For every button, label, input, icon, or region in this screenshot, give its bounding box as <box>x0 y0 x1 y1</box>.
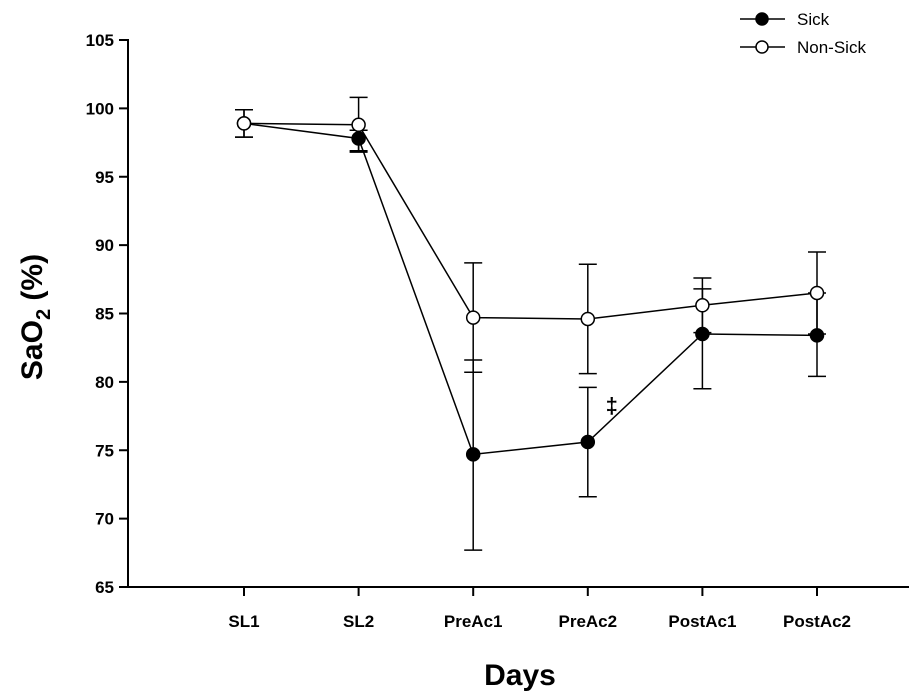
x-tick-label: SL1 <box>228 612 259 631</box>
data-point-sick <box>695 326 710 342</box>
y-axis-title-subscript: 2 <box>33 309 55 320</box>
y-axis-ticks: 65 70 75 80 85 90 95 100 105 <box>86 31 128 597</box>
data-point-sick <box>809 328 825 343</box>
x-tick-label: PostAc2 <box>783 612 851 631</box>
y-tick-label: 85 <box>95 305 114 324</box>
error-bars <box>235 96 826 551</box>
y-axis-title-unit: (%) <box>16 254 49 309</box>
x-tick-label: PreAc2 <box>558 612 617 631</box>
y-tick-label: 70 <box>95 510 114 529</box>
legend-label-sick: Sick <box>797 10 830 29</box>
y-tick-label: 75 <box>95 441 114 460</box>
series-line-non-sick <box>243 122 818 320</box>
series-markers <box>236 116 825 462</box>
legend-item-sick: Sick <box>740 10 830 29</box>
y-tick-label: 95 <box>95 168 114 187</box>
legend-marker-sick <box>755 12 769 26</box>
x-tick-label: SL2 <box>343 612 374 631</box>
x-axis-ticks: SL1 SL2 PreAc1 PreAc2 PostAc1 PostAc2 <box>228 587 851 631</box>
data-point-non-sick <box>580 311 596 327</box>
x-axis-title: Days <box>484 659 556 692</box>
legend-item-non-sick: Non-Sick <box>740 38 866 57</box>
y-tick-label: 100 <box>86 99 114 118</box>
data-point-non-sick <box>465 310 481 325</box>
y-tick-label: 105 <box>86 31 114 50</box>
data-point-non-sick <box>809 285 825 301</box>
y-tick-label: 65 <box>95 578 114 597</box>
data-point-non-sick <box>695 298 710 313</box>
significance-marker: ‡ <box>606 393 618 418</box>
data-point-sick <box>465 447 481 462</box>
legend-marker-non-sick <box>755 40 769 54</box>
y-axis-title: SaO2 (%) <box>16 254 55 380</box>
data-point-non-sick <box>236 116 252 131</box>
series-lines <box>243 122 818 456</box>
x-tick-label: PostAc1 <box>668 612 736 631</box>
legend: Sick Non-Sick <box>740 10 866 57</box>
data-point-sick <box>580 434 596 450</box>
series-line-sick <box>243 122 818 456</box>
y-axis-title-main: SaO <box>16 320 49 380</box>
y-tick-label: 90 <box>95 236 114 255</box>
annotations: ‡ <box>606 393 618 418</box>
x-tick-label: PreAc1 <box>444 612 503 631</box>
data-point-non-sick <box>351 117 366 133</box>
legend-label-non-sick: Non-Sick <box>797 38 866 57</box>
data-point-sick <box>351 131 366 146</box>
y-tick-label: 80 <box>95 373 114 392</box>
